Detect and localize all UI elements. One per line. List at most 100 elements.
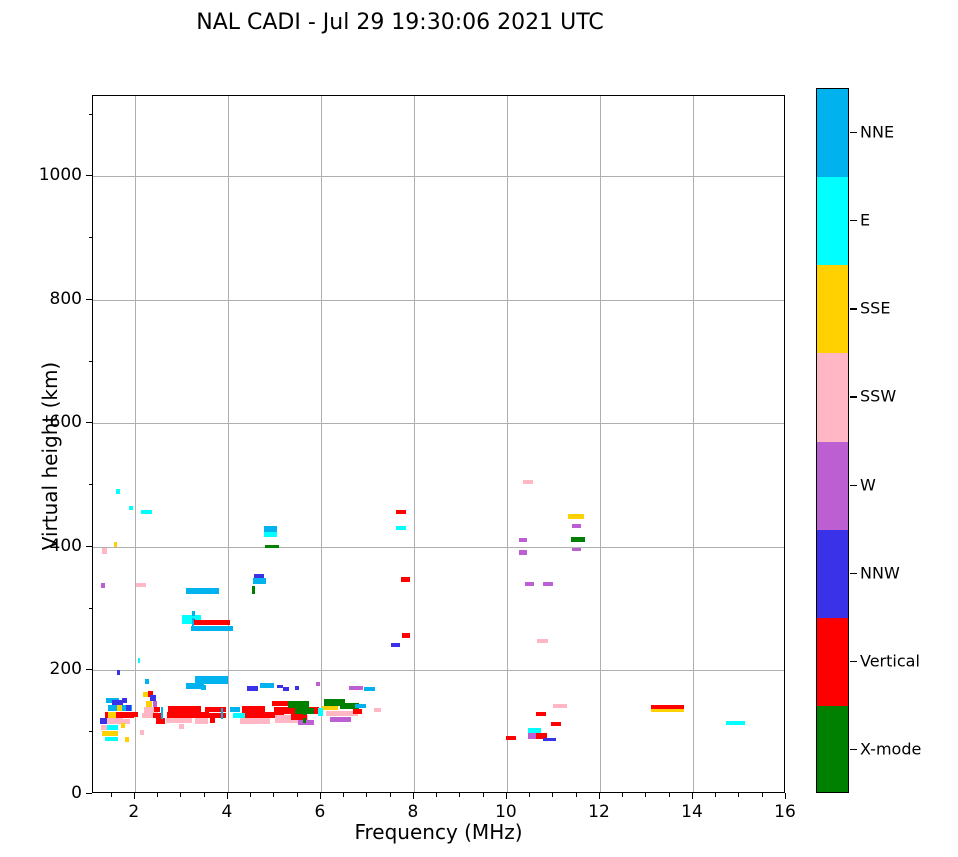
echo-mark — [142, 712, 162, 719]
echo-mark — [230, 706, 241, 713]
echo-mark — [124, 737, 130, 743]
colorbar[interactable] — [816, 88, 849, 793]
echo-mark — [121, 697, 128, 703]
colorbar-segment-ssw[interactable] — [817, 353, 848, 442]
echo-mark — [316, 681, 320, 687]
echo-mark — [190, 625, 233, 632]
x-axis-minor-tick — [645, 793, 647, 797]
gridline-vertical — [692, 96, 694, 792]
y-axis-tick-label: 1000 — [38, 165, 82, 186]
x-axis-minor-tick — [459, 793, 461, 797]
echo-mark — [141, 509, 152, 514]
colorbar-segment-nne[interactable] — [817, 89, 848, 178]
colorbar-segment-w[interactable] — [817, 441, 848, 530]
colorbar-tick — [850, 132, 857, 134]
echo-mark — [195, 718, 209, 724]
y-axis-tick — [86, 298, 92, 300]
echo-mark — [116, 718, 131, 725]
echo-mark — [341, 710, 359, 716]
y-axis-minor-tick — [88, 113, 92, 115]
echo-mark — [102, 548, 107, 554]
y-axis-minor-tick — [88, 731, 92, 733]
x-axis-minor-tick — [180, 793, 182, 797]
x-axis-tick-label: 14 — [681, 802, 703, 822]
echo-mark — [396, 525, 406, 530]
echo-mark — [400, 576, 411, 583]
gridline-horizontal — [93, 176, 784, 178]
y-axis-minor-tick — [88, 484, 92, 486]
echo-mark — [290, 714, 307, 720]
colorbar-label-w: W — [860, 475, 876, 495]
gridline-vertical — [506, 96, 508, 792]
echo-mark — [401, 633, 411, 639]
echo-mark — [195, 675, 228, 684]
x-axis-minor-tick — [343, 793, 345, 797]
echo-mark — [527, 728, 541, 733]
gridline-horizontal — [93, 299, 784, 301]
colorbar-tick — [850, 220, 857, 222]
echo-mark — [186, 587, 219, 594]
echo-mark — [535, 711, 546, 716]
x-axis-tick — [691, 793, 693, 799]
echo-mark — [568, 514, 585, 519]
x-axis-minor-tick — [273, 793, 275, 797]
echo-mark — [303, 710, 306, 716]
x-axis-minor-tick — [715, 793, 717, 797]
x-axis-tick — [319, 793, 321, 799]
plot-area[interactable] — [92, 95, 785, 793]
colorbar-segment-e[interactable] — [817, 177, 848, 266]
gridline-vertical — [134, 96, 136, 792]
echo-mark — [553, 703, 568, 708]
echo-mark — [102, 718, 124, 724]
y-axis-tick — [86, 175, 92, 177]
colorbar-segment-x-mode[interactable] — [817, 705, 848, 792]
echo-mark — [200, 684, 206, 690]
echo-mark — [136, 583, 147, 588]
echo-mark — [352, 709, 362, 715]
echo-mark — [295, 707, 314, 714]
echo-mark — [241, 705, 266, 712]
echo-mark — [232, 712, 245, 719]
gridline-vertical — [413, 96, 415, 792]
echo-mark — [277, 684, 283, 689]
echo-mark — [321, 705, 339, 711]
echo-mark — [543, 737, 557, 742]
colorbar-segment-sse[interactable] — [817, 265, 848, 354]
x-axis-minor-tick — [552, 793, 554, 797]
echo-mark — [160, 706, 164, 720]
x-axis-minor-tick — [296, 793, 298, 797]
colorbar-segment-vertical[interactable] — [817, 617, 848, 706]
colorbar-segment-nnw[interactable] — [817, 529, 848, 618]
y-axis-tick-label: 400 — [49, 535, 82, 556]
echo-mark — [330, 716, 352, 722]
x-axis-tick-label: 16 — [774, 802, 796, 822]
echo-mark — [111, 700, 124, 706]
echo-mark — [139, 730, 145, 736]
echo-mark — [187, 712, 209, 718]
echo-mark — [253, 578, 266, 584]
echo-mark — [651, 705, 684, 709]
colorbar-label-x-mode: X-mode — [860, 739, 922, 759]
x-axis-minor-tick — [389, 793, 391, 797]
x-axis-tick-label: 6 — [314, 802, 326, 822]
echo-mark — [104, 724, 119, 731]
colorbar-label-vertical: Vertical — [860, 651, 920, 671]
echo-mark — [506, 735, 517, 740]
y-axis-tick — [86, 669, 92, 671]
echo-mark — [339, 703, 360, 710]
x-axis-tick-label: 10 — [495, 802, 517, 822]
echo-mark — [117, 705, 122, 711]
echo-mark — [100, 718, 107, 724]
x-axis-tick — [505, 793, 507, 799]
x-axis-minor-tick — [110, 793, 112, 797]
x-axis-tick — [598, 793, 600, 799]
y-axis-tick-label: 200 — [49, 659, 82, 680]
gridline-horizontal — [93, 423, 784, 425]
echo-mark — [146, 701, 153, 707]
echo-mark — [282, 686, 290, 692]
colorbar-label-nne: NNE — [860, 122, 895, 142]
echo-mark — [155, 718, 166, 724]
y-axis-tick — [86, 793, 92, 794]
echo-mark — [192, 620, 231, 626]
